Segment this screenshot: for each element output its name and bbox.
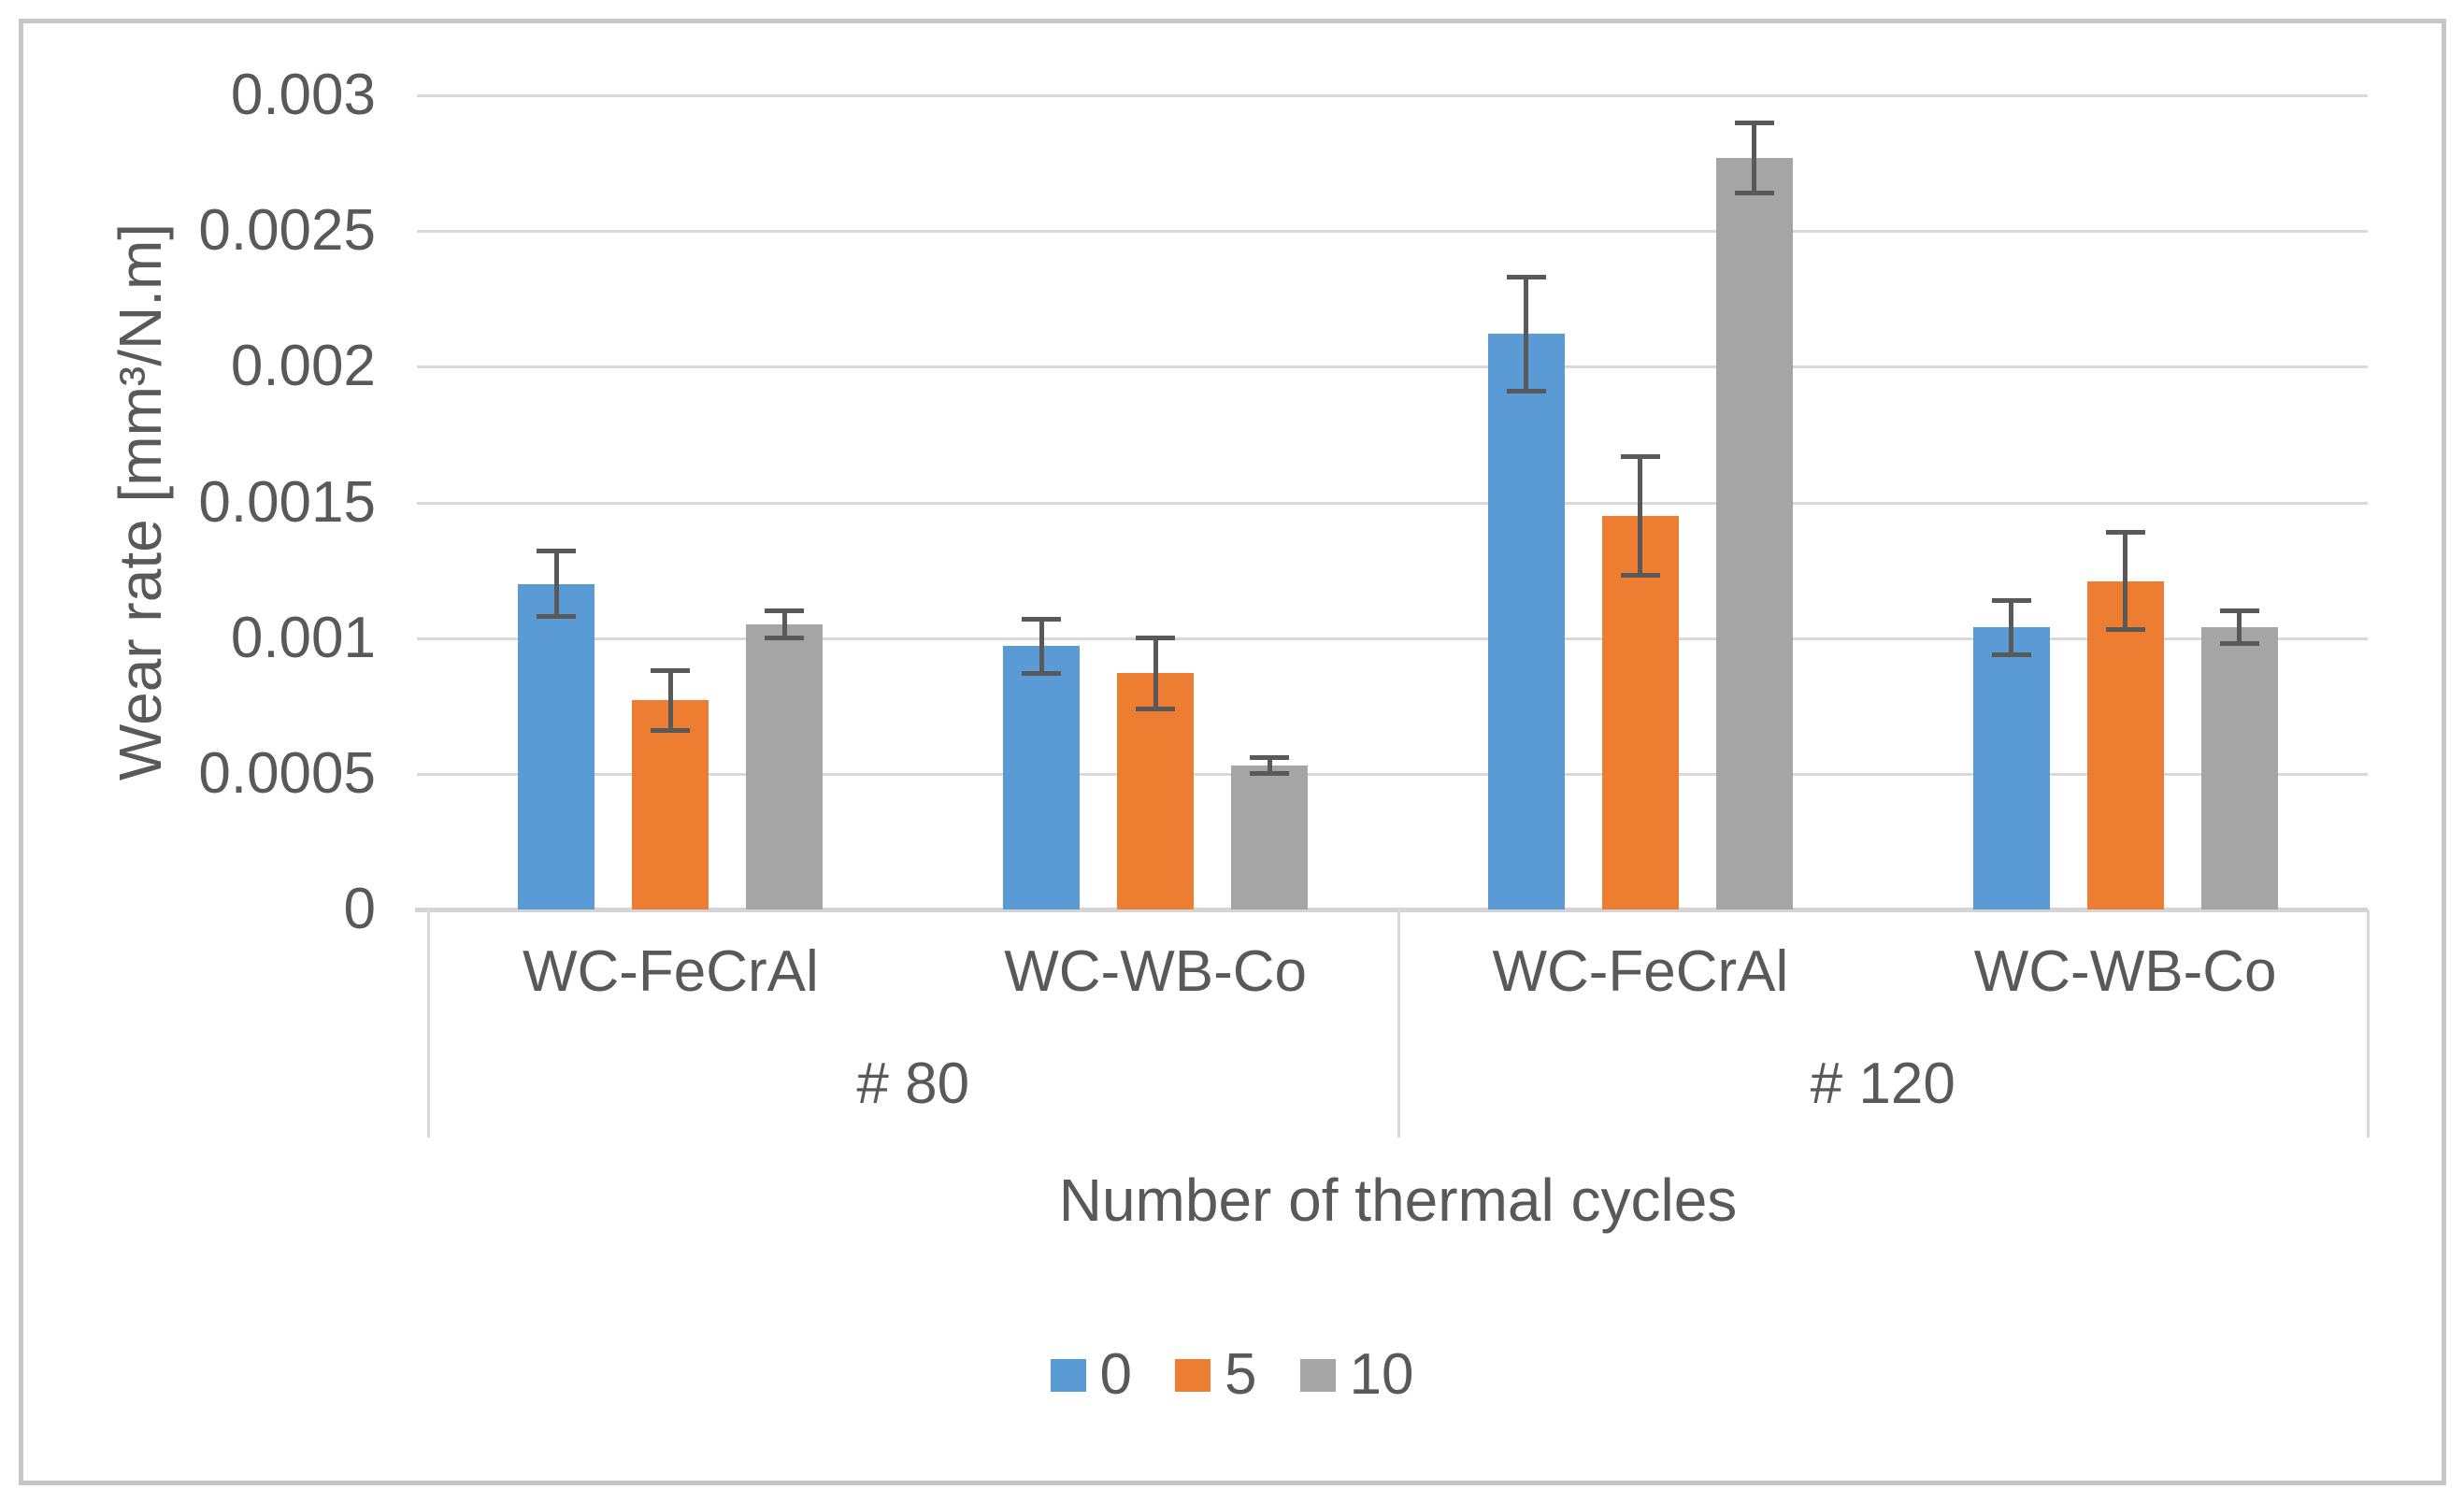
gridline [417,365,2368,369]
bar [518,583,595,909]
group-label: # 80 [856,1052,970,1116]
x-axis-title: Number of thermal cycles [1058,1167,1738,1234]
error-bar-cap [1991,651,2031,657]
group-label: # 120 [1810,1052,1955,1116]
error-bar-cap [1022,616,1062,622]
legend-swatch [1175,1358,1211,1392]
bar [746,624,824,909]
error-bar-line [1267,757,1272,774]
error-bar-cap [1734,191,1774,196]
y-tick-label: 0.0005 [198,740,376,806]
legend: 0 5 10 [0,1346,2464,1404]
error-bar-line [2123,532,2128,630]
error-bar-line [2237,610,2242,644]
error-bar-cap [1136,636,1176,641]
error-bar-line [1153,637,1158,709]
bar [1601,516,1679,909]
error-bar-line [667,670,673,731]
error-bar-cap [1734,120,1774,125]
legend-swatch [1299,1358,1336,1392]
error-bar-cap [1506,388,1546,394]
y-tick-label: 0 [343,877,376,941]
error-bar-line [1638,456,1643,576]
error-bar-cap [765,636,805,641]
error-bar-cap [651,727,691,733]
category-label: WC-WB-Co [1004,939,1307,1004]
category-axis-divider [427,909,430,1138]
bar [1003,646,1081,909]
error-bar-cap [1620,573,1660,579]
error-bar-cap [1620,453,1660,459]
error-bar-line [1752,122,1757,193]
y-tick-label: 0.0025 [198,198,376,264]
y-tick-label: 0.0015 [198,469,376,535]
error-bar-cap [1136,706,1176,711]
bar [1117,673,1195,909]
error-bar-cap [1022,670,1062,676]
bar [632,700,709,909]
legend-label: 10 [1349,1342,1414,1407]
error-bar-cap [765,608,805,614]
category-label: WC-WB-Co [1973,939,2277,1004]
error-bar-cap [2105,627,2145,633]
bar [1715,157,1793,909]
legend-label: 0 [1099,1342,1133,1407]
error-bar-cap [2219,640,2259,646]
error-bar-cap [651,668,691,673]
y-tick-label: 0.003 [230,63,376,127]
bar [2086,580,2164,909]
error-bar-line [553,551,559,617]
legend-item: 10 [1299,1342,1414,1407]
x-axis-line baseline [415,908,2368,912]
bar [1972,627,2050,909]
error-bar-line [2009,600,2014,655]
gridline [417,637,2368,640]
category-label: WC-FeCrAl [522,939,819,1004]
legend-item: 5 [1175,1342,1257,1407]
error-bar-cap [537,549,577,554]
bar [2200,627,2278,909]
bar [1231,766,1309,909]
legend-swatch [1050,1358,1086,1392]
y-tick-label: 0.002 [230,334,376,399]
legend-item: 0 [1050,1342,1133,1407]
gridline [417,230,2368,234]
error-bar-cap [1991,597,2031,603]
gridline [417,772,2368,776]
category-axis-divider [1397,909,1400,1138]
legend-label: 5 [1225,1342,1257,1407]
error-bar-cap [2105,529,2145,535]
y-tick-label: 0.001 [230,605,376,670]
error-bar-cap [1250,771,1290,777]
error-bar-line [781,610,787,638]
error-bar-line [1039,619,1044,674]
category-label: WC-FeCrAl [1492,939,1789,1004]
category-axis-divider [2367,909,2370,1138]
error-bar-cap [1250,754,1290,760]
gridline [417,94,2368,97]
error-bar-cap [1506,275,1546,280]
gridline [417,501,2368,505]
error-bar-cap [537,613,577,619]
error-bar-cap [2219,608,2259,614]
error-bar-line [1524,277,1529,392]
bar [1487,334,1565,909]
